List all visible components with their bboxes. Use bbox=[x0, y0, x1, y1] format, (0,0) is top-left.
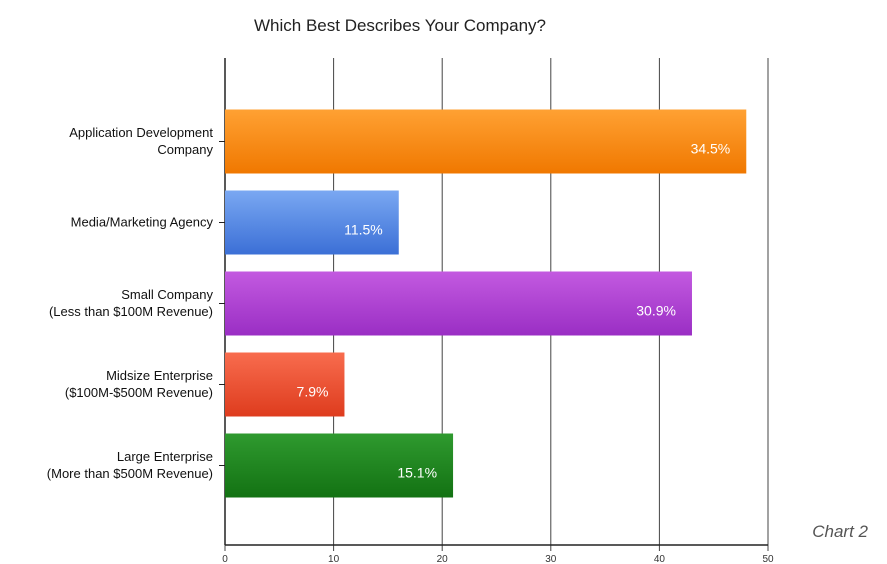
category-label: Media/Marketing Agency bbox=[71, 215, 214, 230]
bar bbox=[225, 190, 399, 255]
category-label: Small Company bbox=[121, 287, 213, 302]
x-tick-label: 10 bbox=[328, 554, 340, 564]
category-label: ($100M-$500M Revenue) bbox=[65, 385, 213, 400]
category-label: Application Development bbox=[69, 125, 213, 140]
bar-data-label: 7.9% bbox=[297, 384, 329, 400]
bars: 34.5% 11.5% 30.9% 7.9% 15.1% bbox=[225, 109, 747, 498]
bar bbox=[225, 271, 692, 336]
x-tick-label: 20 bbox=[437, 554, 449, 564]
x-tick-labels: 0 10 20 30 40 50 bbox=[222, 554, 774, 564]
category-label: Company bbox=[157, 142, 213, 157]
category-label: Midsize Enterprise bbox=[106, 368, 213, 383]
bar-data-label: 30.9% bbox=[636, 303, 676, 319]
chart-caption: Chart 2 bbox=[812, 522, 868, 541]
x-tick-label: 40 bbox=[654, 554, 666, 564]
x-tick-label: 0 bbox=[222, 554, 228, 564]
category-labels: Application Development Company Media/Mark… bbox=[47, 125, 214, 481]
chart-title: Which Best Describes Your Company? bbox=[254, 16, 546, 35]
bar bbox=[225, 109, 747, 174]
bar-data-label: 15.1% bbox=[397, 465, 437, 481]
category-label: (More than $500M Revenue) bbox=[47, 466, 213, 481]
bar-data-label: 34.5% bbox=[691, 141, 731, 157]
x-tick-label: 30 bbox=[545, 554, 557, 564]
bar bbox=[225, 433, 454, 498]
category-label: Large Enterprise bbox=[117, 449, 213, 464]
category-label: (Less than $100M Revenue) bbox=[49, 304, 213, 319]
bar bbox=[225, 352, 345, 417]
bar-data-label: 11.5% bbox=[344, 222, 383, 238]
x-tick-label: 50 bbox=[762, 554, 774, 564]
